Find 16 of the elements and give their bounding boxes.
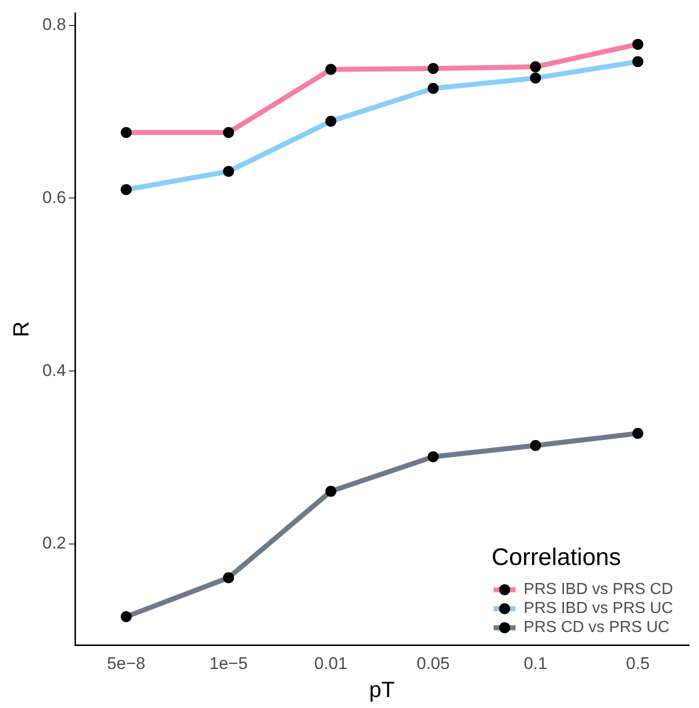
legend-label: PRS IBD vs PRS CD <box>524 581 673 598</box>
y-tick-label: 0.6 <box>42 188 66 207</box>
legend-label: PRS CD vs PRS UC <box>524 619 670 636</box>
y-tick-label: 0.4 <box>42 360 66 380</box>
x-tick-label: 5e−8 <box>107 654 146 674</box>
x-tick-label: 0.1 <box>524 654 548 674</box>
y-tick-label: 0.2 <box>42 534 66 553</box>
x-tick-label: 0.5 <box>626 654 650 674</box>
x-axis-title: pT <box>369 676 395 702</box>
y-tick-label: 0.8 <box>42 14 66 34</box>
y-axis-title: R <box>8 321 34 338</box>
legend-label: PRS IBD vs PRS UC <box>524 600 673 618</box>
x-tick-label: 0.01 <box>314 654 348 674</box>
x-tick-label: 0.05 <box>416 654 450 674</box>
legend-title: Correlations <box>492 544 622 571</box>
x-tick-label: 1e−5 <box>209 654 248 674</box>
